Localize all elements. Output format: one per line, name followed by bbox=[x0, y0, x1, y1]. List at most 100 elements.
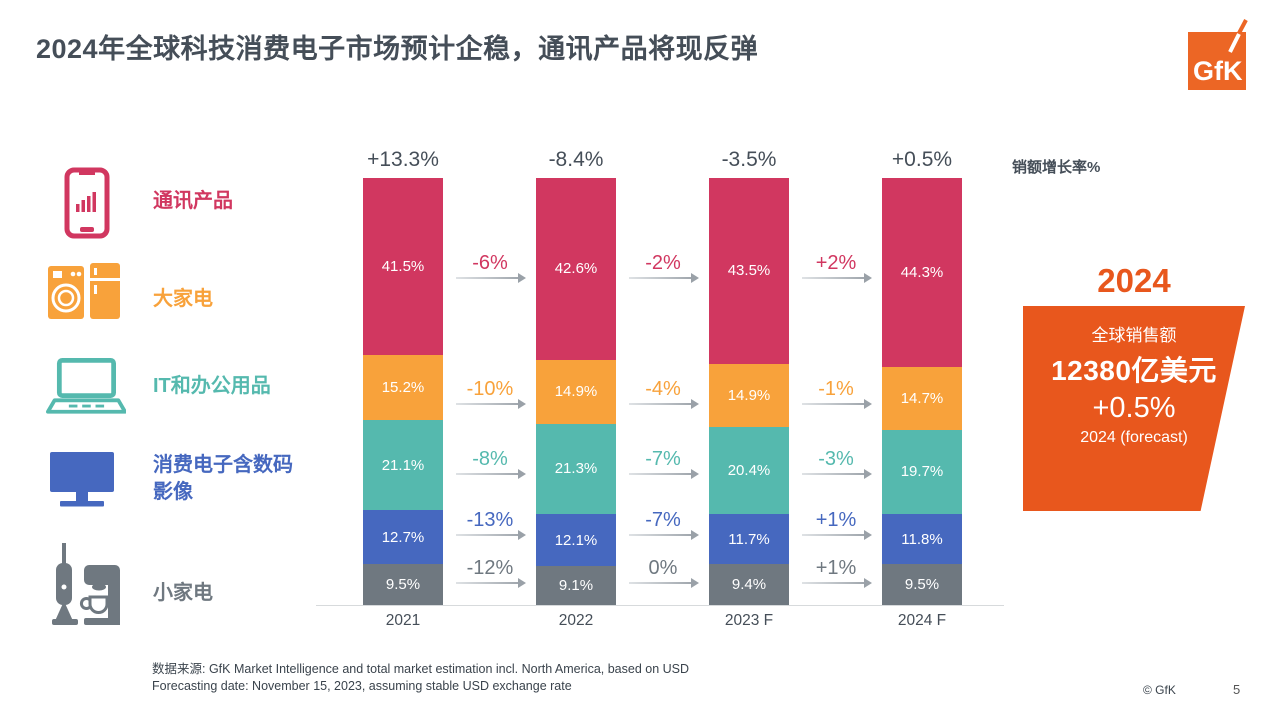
bar-segment: 44.3% bbox=[882, 178, 962, 368]
bar-segment: 21.1% bbox=[363, 420, 443, 511]
bar-segment-value: 21.3% bbox=[554, 460, 598, 478]
bar-segment-value: 12.7% bbox=[381, 528, 425, 546]
bar-segment: 41.5% bbox=[363, 178, 443, 356]
gfk-logo-slash bbox=[1236, 19, 1248, 36]
yoy-change-value: -2% bbox=[645, 252, 681, 274]
yoy-change: +1% bbox=[793, 557, 879, 588]
right-arrow-icon bbox=[629, 399, 699, 409]
bar-segment-value: 21.1% bbox=[381, 456, 425, 474]
yoy-change: -4% bbox=[620, 378, 706, 409]
yoy-change-value: -13% bbox=[466, 509, 514, 531]
bar-total-growth-label: -8.4% bbox=[548, 148, 604, 171]
bar-segment-value: 14.9% bbox=[727, 387, 771, 405]
axis-note: 销额增长率% bbox=[1012, 159, 1101, 176]
yoy-change-value: +2% bbox=[815, 252, 857, 274]
smartphone-icon bbox=[64, 167, 110, 239]
panel-subtitle: 全球销售额 bbox=[1091, 326, 1177, 345]
washer-fridge-icon bbox=[48, 263, 120, 319]
legend-label-it-office: IT和办公用品 bbox=[153, 375, 271, 397]
yoy-change: -1% bbox=[793, 378, 879, 409]
gfk-logo-k-arm bbox=[1228, 33, 1241, 53]
legend-label-consumer-electronics: 消费电子含数码 影像 bbox=[153, 454, 293, 503]
bar-segment: 42.6% bbox=[536, 178, 616, 360]
yoy-change-value: -8% bbox=[472, 448, 508, 470]
x-axis-label: 2024 F bbox=[897, 612, 947, 629]
bar-segment-value: 9.4% bbox=[731, 575, 767, 593]
right-arrow-icon bbox=[456, 530, 526, 540]
bar-segment: 20.4% bbox=[709, 427, 789, 515]
yoy-change: -13% bbox=[447, 509, 533, 540]
bar-segment-value: 43.5% bbox=[727, 262, 771, 280]
yoy-change-value: -7% bbox=[645, 448, 681, 470]
bar-segment: 14.9% bbox=[536, 359, 616, 424]
stacked-bar: 43.5% 14.9% 20.4% 11.7% 9.4% bbox=[709, 178, 789, 605]
yoy-change-value: +1% bbox=[815, 557, 857, 579]
yoy-change-value: -12% bbox=[466, 557, 514, 579]
right-arrow-icon bbox=[629, 273, 699, 283]
right-arrow-icon bbox=[456, 399, 526, 409]
bar-segment-value: 14.9% bbox=[554, 383, 598, 401]
right-arrow-icon bbox=[629, 469, 699, 479]
bar-segment-value: 12.1% bbox=[554, 531, 598, 549]
bar-segment-value: 9.5% bbox=[385, 576, 421, 594]
monitor-icon bbox=[50, 452, 114, 507]
yoy-change: -7% bbox=[620, 448, 706, 479]
bar-segment: 43.5% bbox=[709, 178, 789, 364]
right-arrow-icon bbox=[802, 273, 872, 283]
right-arrow-icon bbox=[629, 530, 699, 540]
bar-segment-value: 11.7% bbox=[728, 530, 770, 548]
bar-segment: 12.7% bbox=[363, 510, 443, 565]
right-arrow-icon bbox=[802, 469, 872, 479]
bar-segment: 11.7% bbox=[709, 514, 789, 565]
x-axis-label: 2021 bbox=[385, 612, 421, 629]
bar-segment-value: 44.3% bbox=[900, 264, 944, 282]
legend-label-small-appliances: 小家电 bbox=[153, 582, 213, 604]
laptop-icon bbox=[46, 357, 126, 414]
bar-segment-value: 15.2% bbox=[381, 379, 425, 397]
yoy-change-value: 0% bbox=[648, 557, 678, 579]
bar-total-growth-label: +13.3% bbox=[367, 148, 439, 171]
yoy-change: +2% bbox=[793, 252, 879, 283]
bar-segment: 19.7% bbox=[882, 429, 962, 515]
bar-segment: 11.8% bbox=[882, 514, 962, 565]
source-line-2: Forecasting date: November 15, 2023, ass… bbox=[152, 679, 572, 693]
bar-segment: 12.1% bbox=[536, 514, 616, 567]
yoy-change-value: -3% bbox=[818, 448, 854, 470]
stacked-bar: 41.5% 15.2% 21.1% 12.7% 9.5% bbox=[363, 178, 443, 605]
legend-label-communications: 通讯产品 bbox=[153, 190, 233, 212]
bar-segment-value: 9.5% bbox=[904, 576, 940, 594]
gfk-logo-text: GfK bbox=[1193, 56, 1243, 86]
bar-segment: 9.5% bbox=[363, 564, 443, 605]
yoy-change: -12% bbox=[447, 557, 533, 588]
source-line-1: 数据来源: GfK Market Intelligence and total … bbox=[152, 662, 690, 676]
bar-total-growth-label: -3.5% bbox=[721, 148, 777, 171]
yoy-change: -2% bbox=[620, 252, 706, 283]
bar-segment: 15.2% bbox=[363, 355, 443, 421]
yoy-change: 0% bbox=[620, 557, 706, 588]
bar-total-growth-label: +0.5% bbox=[891, 148, 953, 171]
bar-segment-value: 14.7% bbox=[900, 390, 944, 408]
bar-segment-value: 41.5% bbox=[381, 258, 425, 276]
bar-segment: 14.9% bbox=[709, 363, 789, 428]
yoy-change: -3% bbox=[793, 448, 879, 479]
panel-year: 2024 bbox=[1097, 262, 1171, 299]
panel-growth: +0.5% bbox=[1092, 392, 1176, 424]
right-arrow-icon bbox=[802, 530, 872, 540]
yoy-change-value: -10% bbox=[466, 378, 514, 400]
right-arrow-icon bbox=[629, 578, 699, 588]
yoy-change: -8% bbox=[447, 448, 533, 479]
yoy-change-value: -7% bbox=[645, 509, 681, 531]
page-number: 5 bbox=[1233, 682, 1241, 697]
yoy-change: -6% bbox=[447, 252, 533, 283]
right-arrow-icon bbox=[456, 273, 526, 283]
panel-box: 全球销售额 12380亿美元 +0.5% 2024 (forecast) bbox=[1023, 306, 1245, 511]
yoy-change-value: -1% bbox=[818, 378, 854, 400]
x-axis-label: 2022 bbox=[558, 612, 594, 629]
right-arrow-icon bbox=[456, 578, 526, 588]
bar-segment: 9.4% bbox=[709, 564, 789, 605]
right-arrow-icon bbox=[802, 578, 872, 588]
bar-segment-value: 20.4% bbox=[727, 462, 771, 480]
right-arrow-icon bbox=[802, 399, 872, 409]
